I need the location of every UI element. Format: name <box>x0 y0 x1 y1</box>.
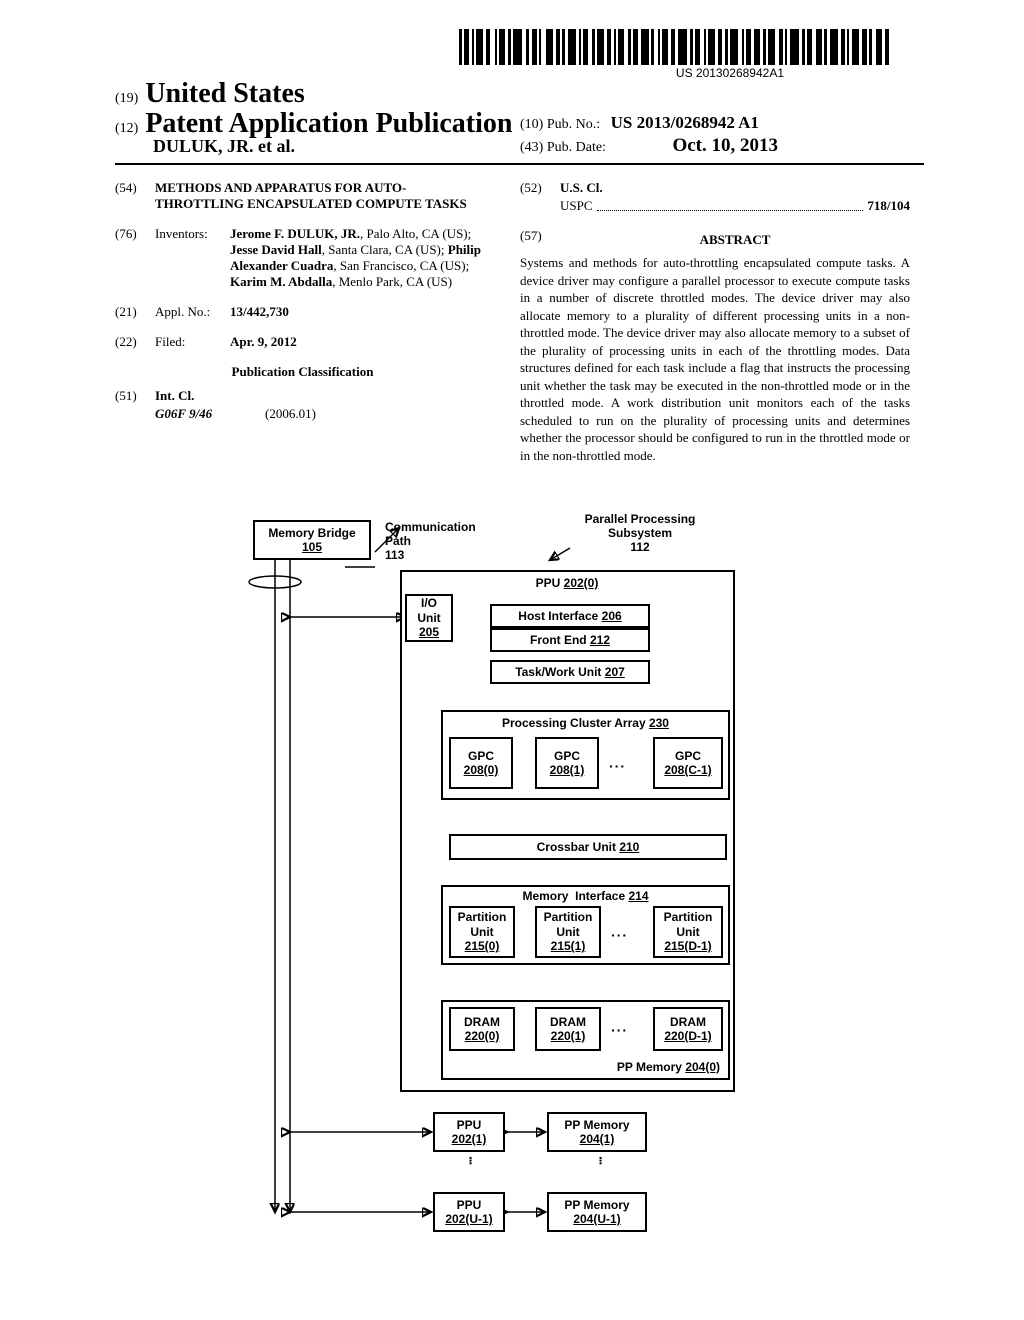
ppu0-label: PPU PPU 202(0)202(0) <box>512 576 622 590</box>
uspc-value: 718/104 <box>867 198 910 214</box>
barcode-bars <box>459 29 889 65</box>
pub-no: US 2013/0268942 A1 <box>611 113 759 132</box>
pub-type: Patent Application Publication <box>145 108 512 139</box>
ppu-vdots: ··· <box>463 1156 479 1164</box>
pp-subsystem-label: Parallel Processing Subsystem 112 <box>555 512 725 554</box>
uspc-label: USPC <box>560 198 593 214</box>
dram-dots: ··· <box>611 1022 628 1038</box>
task-work-box: Task/Work Unit 207 <box>490 660 650 684</box>
patent-page: US 20130268942A1 (19) United States (12)… <box>0 0 1024 1320</box>
patent-title: METHODS AND APPARATUS FOR AUTO-THROTTLIN… <box>155 180 490 212</box>
right-header: (10) Pub. No.: US 2013/0268942 A1 (43) P… <box>520 113 778 157</box>
gpc1-box: GPC208(1) <box>535 737 599 789</box>
intcl-value: G06F 9/46 <box>155 406 212 421</box>
system-diagram: Memory Bridge 105 Communication Path 113… <box>245 512 765 1302</box>
host-interface-box: Host Interface 206 <box>490 604 650 628</box>
intcl-label: Int. Cl. <box>155 388 194 403</box>
abstract-text: Systems and methods for auto-throttling … <box>520 254 910 465</box>
inventors-value: Jerome F. DULUK, JR., Palo Alto, CA (US)… <box>230 226 490 290</box>
pub-date-label: Pub. Date: <box>547 140 606 155</box>
io-unit-box: I/O Unit 205 <box>405 594 453 642</box>
filed-code: (22) <box>115 334 155 350</box>
pub-date: Oct. 10, 2013 <box>672 135 778 156</box>
gpc0-box: GPC208(0) <box>449 737 513 789</box>
filed-label: Filed: <box>155 334 230 350</box>
appl-code: (21) <box>115 304 155 320</box>
classification-heading: Publication Classification <box>115 364 490 380</box>
uscl-label: U.S. Cl. <box>560 180 603 195</box>
inventors-code: (76) <box>115 226 155 290</box>
ppmem1-box: PP Memory204(1) <box>547 1112 647 1152</box>
appl-label: Appl. No.: <box>155 304 230 320</box>
gpc-dots: ··· <box>609 758 626 774</box>
memory-bridge-box: Memory Bridge 105 <box>253 520 371 560</box>
crossbar-box: Crossbar Unit 210 <box>449 834 727 860</box>
ppmem-vdots: ··· <box>593 1156 609 1164</box>
dram1-box: DRAM220(1) <box>535 1007 601 1051</box>
filed-value: Apr. 9, 2012 <box>230 334 490 350</box>
ppu1-box: PPU202(1) <box>433 1112 505 1152</box>
bibliography-right: (52) U.S. Cl. USPC 718/104 (57) ABSTRACT… <box>520 180 910 465</box>
uscl-code: (52) <box>520 180 560 196</box>
abstract-heading: ABSTRACT <box>560 232 910 248</box>
inventors-label: Inventors: <box>155 226 230 290</box>
pub-type-prefix: (12) <box>115 121 138 136</box>
country: United States <box>145 78 304 109</box>
gpcC-box: GPC208(C-1) <box>653 737 723 789</box>
dramD-box: DRAM220(D-1) <box>653 1007 723 1051</box>
partition1-box: PartitionUnit215(1) <box>535 906 601 958</box>
appl-value: 13/442,730 <box>230 304 490 320</box>
intcl-date: (2006.01) <box>265 406 316 422</box>
intcl-code: (51) <box>115 388 155 404</box>
barcode <box>459 20 909 65</box>
bibliography-left: (54) METHODS AND APPARATUS FOR AUTO-THRO… <box>115 180 490 436</box>
front-end-box: Front End 212 <box>490 628 650 652</box>
pub-no-label: Pub. No.: <box>547 117 600 132</box>
dram0-box: DRAM220(0) <box>449 1007 515 1051</box>
title-code: (54) <box>115 180 155 212</box>
country-prefix: (19) <box>115 91 138 106</box>
abstract-code: (57) <box>520 228 560 254</box>
partitionD-box: PartitionUnit215(D-1) <box>653 906 723 958</box>
partition-dots: ··· <box>611 927 628 943</box>
pub-no-prefix: (10) <box>520 117 543 132</box>
partition0-box: PartitionUnit215(0) <box>449 906 515 958</box>
ppmem0-label: PP Memory 204(0) <box>617 1060 720 1074</box>
ppuU-box: PPU202(U-1) <box>433 1192 505 1232</box>
pub-date-prefix: (43) <box>520 140 543 155</box>
divider <box>115 163 924 165</box>
comm-path-label: Communication Path 113 <box>385 520 476 562</box>
ppmemU-box: PP Memory204(U-1) <box>547 1192 647 1232</box>
